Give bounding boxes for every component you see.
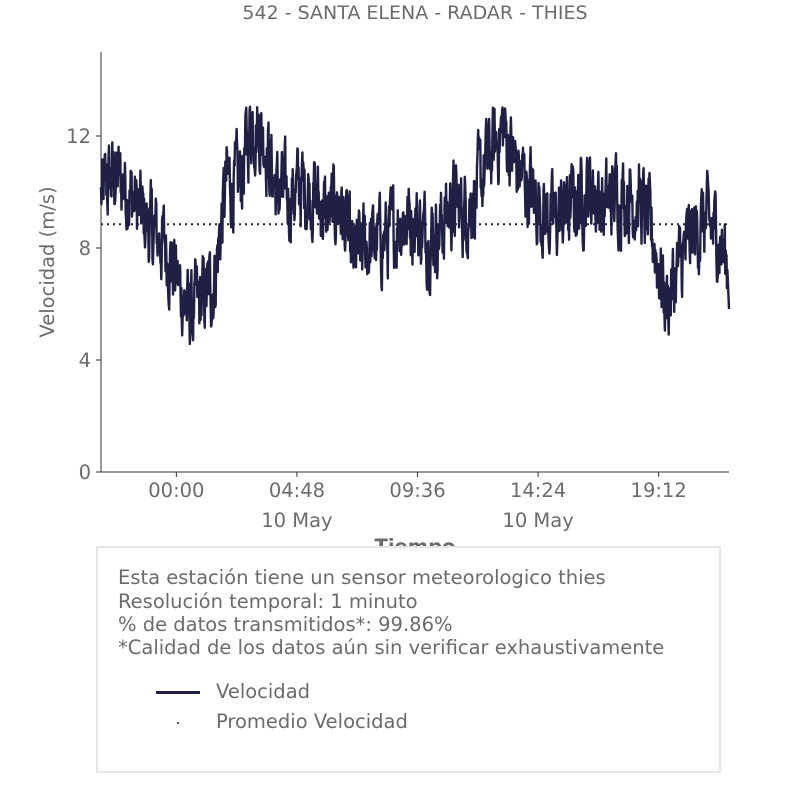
x-tick-sublabel: 10 May	[502, 509, 573, 532]
y-tick-label: 12	[66, 125, 91, 148]
x-tick-sublabel: 10 May	[261, 509, 332, 532]
legend-velocidad-label: Velocidad	[216, 680, 311, 703]
x-tick-label: 00:00	[148, 479, 204, 502]
legend-promedio-label: Promedio Velocidad	[216, 710, 408, 733]
series-velocidad-line	[99, 105, 731, 346]
y-tick-label: 0	[79, 461, 91, 484]
x-tick-label: 09:36	[389, 479, 445, 502]
legend-velocidad-swatch	[156, 691, 200, 694]
y-tick-label: 8	[79, 237, 91, 260]
info-transmitted-text: % de datos transmitidos*: 99.86%	[118, 613, 453, 636]
chart-marks	[99, 105, 731, 346]
info-legend-box: Esta estación tiene un sensor meteorolog…	[96, 546, 721, 773]
x-tick-label: 04:48	[269, 479, 325, 502]
chart-ticks: 0 4 8 12 00:00 04:48 10 May 09:36 14:24 10 May 19:…	[66, 125, 687, 532]
x-tick-label: 14:24	[510, 479, 566, 502]
info-quality-text: *Calidad de los datos aún sin verificar …	[118, 636, 665, 659]
x-tick-label: 19:12	[631, 479, 687, 502]
y-tick-label: 4	[79, 349, 91, 372]
info-sensor-text: Esta estación tiene un sensor meteorolog…	[118, 566, 606, 589]
chart-axes	[100, 52, 729, 473]
legend-promedio-swatch	[177, 722, 179, 724]
info-resolution-text: Resolución temporal: 1 minuto	[118, 590, 418, 613]
y-axis-label: Velocidad (m/s)	[36, 186, 59, 337]
chart-title: 542 - SANTA ELENA - RADAR - THIES	[242, 2, 588, 24]
